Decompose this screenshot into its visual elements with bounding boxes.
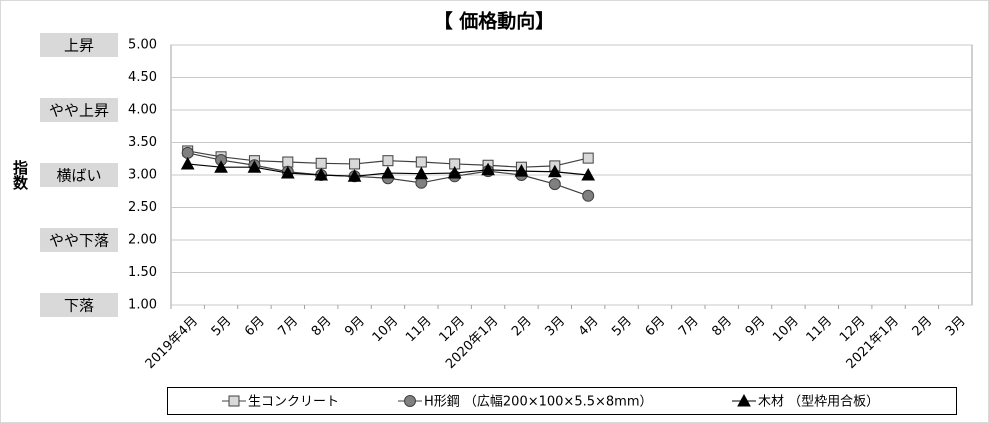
marker bbox=[415, 156, 427, 168]
marker bbox=[581, 167, 596, 181]
marker bbox=[349, 158, 361, 170]
marker bbox=[228, 395, 240, 407]
y-axis-label: 指数 bbox=[11, 159, 29, 191]
y-tick-label: 2.50 bbox=[128, 200, 157, 215]
level-box bbox=[40, 228, 118, 252]
marker bbox=[314, 167, 329, 181]
legend-label: H形鋼 （広幅200×100×5.5×8mm） bbox=[424, 395, 652, 410]
marker bbox=[382, 155, 394, 167]
legend-label: 木材 （型枠用合板） bbox=[758, 395, 879, 410]
marker bbox=[548, 178, 561, 191]
y-tick-label: 3.00 bbox=[128, 168, 157, 183]
chart-title: 【 価格動向】 bbox=[434, 10, 555, 33]
level-box bbox=[40, 293, 118, 317]
marker bbox=[282, 156, 294, 168]
y-tick-label: 4.50 bbox=[128, 70, 157, 85]
marker bbox=[514, 164, 529, 177]
level-box bbox=[40, 33, 118, 57]
marker bbox=[481, 162, 495, 176]
marker bbox=[181, 146, 194, 159]
marker bbox=[737, 393, 751, 407]
level-label: 横ばい bbox=[56, 167, 101, 185]
legend-label: 生コンクリート bbox=[248, 395, 339, 410]
y-tick-label: 1.00 bbox=[128, 298, 157, 313]
marker bbox=[582, 189, 595, 202]
marker bbox=[582, 152, 594, 164]
marker bbox=[347, 169, 362, 182]
level-label: 下落 bbox=[64, 297, 94, 315]
marker bbox=[180, 156, 195, 170]
marker bbox=[414, 166, 429, 180]
y-tick-label: 3.50 bbox=[128, 135, 157, 150]
y-tick-label: 5.00 bbox=[128, 38, 157, 53]
level-box bbox=[40, 163, 118, 187]
level-label: やや上昇 bbox=[49, 102, 109, 120]
marker bbox=[214, 160, 228, 173]
level-box bbox=[40, 98, 118, 122]
marker bbox=[315, 157, 327, 169]
marker bbox=[381, 166, 395, 179]
level-label: 上昇 bbox=[64, 37, 94, 55]
marker bbox=[547, 164, 562, 178]
level-label: やや下落 bbox=[49, 232, 109, 250]
marker bbox=[404, 395, 416, 407]
legend-box bbox=[167, 387, 957, 415]
marker bbox=[447, 166, 462, 179]
marker bbox=[280, 166, 295, 179]
marker bbox=[247, 160, 262, 173]
y-tick-label: 1.50 bbox=[128, 265, 157, 280]
y-tick-label: 4.00 bbox=[128, 103, 157, 118]
y-tick-label: 2.00 bbox=[128, 233, 157, 248]
